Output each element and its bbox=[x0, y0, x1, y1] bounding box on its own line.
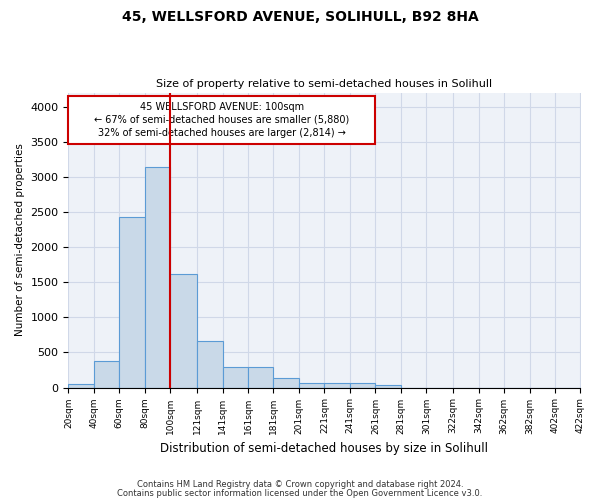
Title: Size of property relative to semi-detached houses in Solihull: Size of property relative to semi-detach… bbox=[157, 79, 493, 89]
X-axis label: Distribution of semi-detached houses by size in Solihull: Distribution of semi-detached houses by … bbox=[160, 442, 488, 455]
Text: Contains HM Land Registry data © Crown copyright and database right 2024.: Contains HM Land Registry data © Crown c… bbox=[137, 480, 463, 489]
Bar bbox=[119, 217, 145, 388]
Y-axis label: Number of semi-detached properties: Number of semi-detached properties bbox=[15, 144, 25, 336]
Text: Contains public sector information licensed under the Open Government Licence v3: Contains public sector information licen… bbox=[118, 490, 482, 498]
Bar bbox=[68, 384, 94, 388]
Bar bbox=[350, 384, 376, 388]
Bar bbox=[170, 274, 197, 388]
Bar bbox=[197, 340, 223, 388]
Bar bbox=[94, 361, 119, 388]
FancyBboxPatch shape bbox=[68, 96, 376, 144]
Bar bbox=[376, 385, 401, 388]
Bar bbox=[248, 367, 274, 388]
Text: 45 WELLSFORD AVENUE: 100sqm: 45 WELLSFORD AVENUE: 100sqm bbox=[140, 102, 304, 112]
Bar bbox=[325, 384, 350, 388]
Bar bbox=[299, 382, 325, 388]
Text: 45, WELLSFORD AVENUE, SOLIHULL, B92 8HA: 45, WELLSFORD AVENUE, SOLIHULL, B92 8HA bbox=[122, 10, 478, 24]
Text: 32% of semi-detached houses are larger (2,814) →: 32% of semi-detached houses are larger (… bbox=[98, 128, 346, 138]
Bar bbox=[274, 378, 299, 388]
Bar bbox=[145, 167, 170, 388]
Bar bbox=[223, 367, 248, 388]
Text: ← 67% of semi-detached houses are smaller (5,880): ← 67% of semi-detached houses are smalle… bbox=[94, 115, 350, 125]
